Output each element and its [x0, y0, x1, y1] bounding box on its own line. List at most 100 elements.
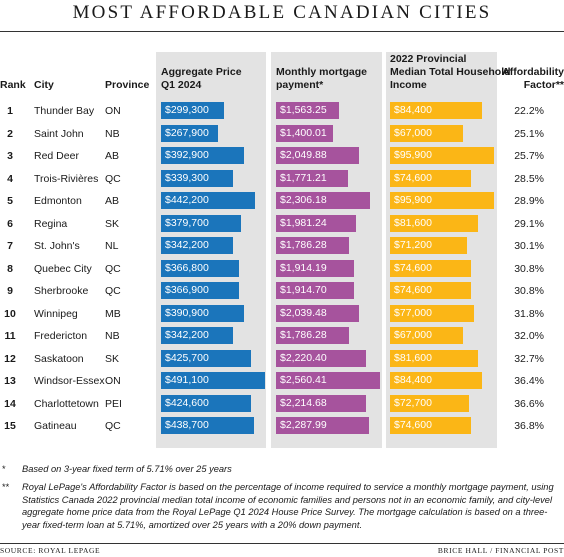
- income-value-label: $67,000: [394, 329, 432, 341]
- province-cell: QC: [105, 172, 121, 185]
- city-cell: Gatineau: [34, 420, 77, 432]
- mortgage-bar: [276, 259, 354, 277]
- header-city: City: [34, 79, 54, 91]
- bottom-rule: [0, 543, 564, 544]
- affordability-cell: 25.7%: [514, 150, 544, 162]
- city-cell: Windsor-Essex: [34, 375, 105, 387]
- province-cell: SK: [105, 217, 120, 230]
- header-affordability: Affordability Factor**: [492, 66, 564, 92]
- mortgage-bar: [276, 169, 348, 187]
- price-value-label: $342,200: [165, 239, 209, 251]
- income-bar: [390, 304, 474, 322]
- price-value-label: $342,200: [165, 329, 209, 341]
- header-price-line-2: Q1 2024: [161, 79, 202, 91]
- mortgage-value-label: $1,786.28: [280, 239, 327, 251]
- price-bar: [161, 237, 233, 254]
- price-bar: [161, 102, 224, 119]
- mortgage-bar: [276, 349, 366, 367]
- affordability-cell: 32.7%: [514, 352, 544, 365]
- rank-cell: 9: [7, 285, 13, 297]
- author-credit: BRICE HALL / FINANCIAL POST: [437, 546, 564, 555]
- rank-cell: 12: [4, 352, 16, 365]
- price-value-label: $379,700: [165, 216, 209, 229]
- province-cell: AB: [105, 150, 120, 162]
- rank-cell: 1: [7, 105, 13, 117]
- province-cell: SK: [105, 352, 120, 365]
- city-cell: Sherbrooke: [34, 285, 89, 297]
- mortgage-bar: [276, 282, 354, 299]
- income-bar: [390, 259, 471, 277]
- header-rank: Rank: [0, 79, 26, 91]
- mortgage-value-label: $2,560.41: [280, 374, 327, 386]
- price-value-label: $390,900: [165, 306, 209, 319]
- mortgage-bar: [276, 124, 333, 142]
- footnote-1-text: Based on 3-year fixed term of 5.71% over…: [22, 464, 232, 474]
- price-bar: [161, 394, 251, 412]
- city-cell: Charlottetown: [34, 397, 99, 410]
- footnote-2-text: Royal LePage's Affordability Factor is b…: [22, 482, 554, 530]
- income-value-label: $81,600: [394, 216, 432, 229]
- price-value-label: $425,700: [165, 351, 209, 364]
- price-bar: [161, 192, 255, 209]
- affordability-cell: 30.8%: [514, 262, 544, 275]
- income-bar: [390, 102, 482, 119]
- income-bar: [390, 282, 471, 299]
- income-bar: [390, 147, 494, 164]
- mortgage-value-label: $1,563.25: [280, 104, 327, 116]
- chart-title: MOST AFFORDABLE CANADIAN CITIES: [72, 2, 492, 23]
- affordability-cell: 29.1%: [514, 217, 544, 230]
- mortgage-bar: [276, 372, 380, 389]
- city-cell: Thunder Bay: [34, 105, 95, 117]
- price-bar: [161, 282, 239, 299]
- province-cell: ON: [105, 105, 121, 117]
- price-value-label: $438,700: [165, 419, 209, 431]
- mortgage-bar: [276, 394, 366, 412]
- mortgage-value-label: $1,981.24: [280, 216, 327, 229]
- province-cell: NL: [105, 240, 119, 252]
- city-cell: Saskatoon: [34, 352, 84, 365]
- affordability-cell: 32.0%: [514, 330, 544, 342]
- price-bar: [161, 372, 265, 389]
- mortgage-value-label: $2,039.48: [280, 306, 327, 319]
- province-cell: QC: [105, 420, 121, 432]
- header-mortgage: Monthly mortgage payment*: [276, 66, 367, 92]
- income-value-label: $74,600: [394, 419, 432, 431]
- price-bar: [161, 259, 239, 277]
- mortgage-value-label: $1,771.21: [280, 171, 327, 184]
- income-bar: [390, 394, 469, 412]
- price-value-label: $392,900: [165, 149, 209, 161]
- header-affordability-line-1: Affordability: [502, 66, 564, 78]
- income-bar: [390, 237, 467, 254]
- mortgage-bar: [276, 147, 359, 164]
- income-bar: [390, 327, 463, 344]
- province-cell: MB: [105, 307, 121, 320]
- header-income-line-2: Median Total Household: [390, 66, 511, 78]
- rank-cell: 13: [4, 375, 16, 387]
- mortgage-value-label: $1,914.70: [280, 284, 327, 296]
- mortgage-value-label: $2,049.88: [280, 149, 327, 161]
- income-value-label: $71,200: [394, 239, 432, 251]
- city-cell: Saint John: [34, 127, 84, 140]
- affordability-cell: 31.8%: [514, 307, 544, 320]
- price-bar: [161, 349, 251, 367]
- header-affordability-line-2: Factor**: [523, 79, 564, 91]
- rank-cell: 7: [7, 240, 13, 252]
- mortgage-bar: [276, 304, 359, 322]
- affordability-cell: 28.5%: [514, 172, 544, 185]
- header-mortgage-line-1: Monthly mortgage: [276, 66, 367, 78]
- mortgage-bar: [276, 417, 369, 434]
- price-value-label: $339,300: [165, 171, 209, 184]
- province-cell: QC: [105, 262, 121, 275]
- header-price: Aggregate Price Q1 2024: [161, 66, 242, 92]
- city-cell: Edmonton: [34, 195, 82, 207]
- income-bar: [390, 192, 494, 209]
- income-bar: [390, 169, 471, 187]
- source-credit: SOURCE: ROYAL LEPAGE: [0, 546, 101, 555]
- income-bar: [390, 417, 471, 434]
- income-bar: [390, 124, 463, 142]
- mortgage-value-label: $1,400.01: [280, 126, 327, 139]
- income-value-label: $67,000: [394, 126, 432, 139]
- mortgage-value-label: $1,914.19: [280, 261, 327, 274]
- title-rule: [0, 31, 564, 32]
- price-value-label: $442,200: [165, 194, 209, 206]
